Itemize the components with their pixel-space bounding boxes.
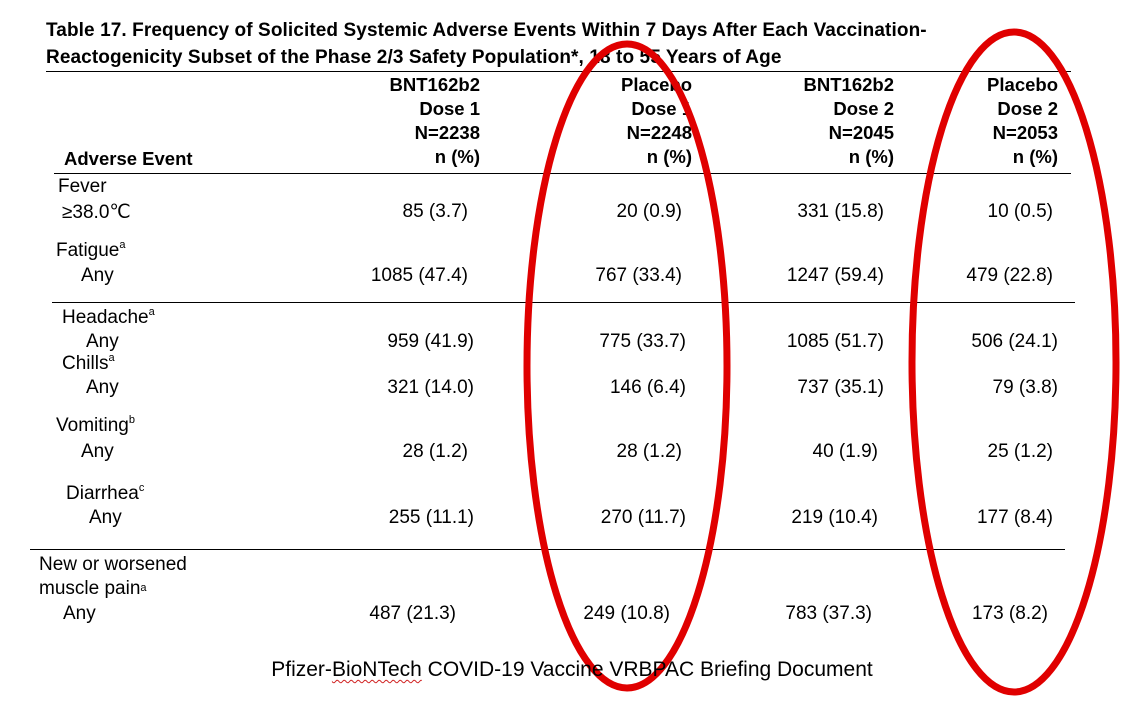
event-name-chills: Chillsa — [62, 352, 115, 374]
header-col-bnt-dose1: BNT162b2 Dose 1 N=2238 n (%) — [390, 73, 480, 169]
col-unit: n (%) — [646, 146, 692, 167]
event-name-fever: Fever — [58, 176, 107, 197]
event-name-line1: New or worsened — [39, 554, 187, 575]
cell-vomiting-col2: 28 (1.2) — [616, 441, 682, 462]
event-sub-fever: ≥38.0℃ — [62, 202, 131, 223]
cell-headache-col1: 959 (41.9) — [387, 331, 474, 352]
document-caption: Pfizer-BioNTech COVID-19 Vaccine VRBPAC … — [271, 658, 873, 681]
cell-fatigue-col4: 479 (22.8) — [966, 265, 1053, 286]
event-name-headache: Headachea — [62, 306, 155, 328]
col-unit: n (%) — [1012, 146, 1058, 167]
header-adverse-event: Adverse Event — [64, 148, 193, 169]
cell-fever-col1: 85 (3.7) — [402, 201, 468, 222]
col-n: N=2045 — [828, 122, 894, 143]
cell-headache-col4: 506 (24.1) — [971, 331, 1058, 352]
cell-headache-col3: 1085 (51.7) — [786, 331, 884, 352]
col-dose: Dose 1 — [631, 98, 692, 119]
cell-chills-col4: 79 (3.8) — [992, 377, 1058, 398]
cell-muscle-col1: 487 (21.3) — [369, 603, 456, 624]
col-name: BNT162b2 — [803, 74, 894, 95]
header-col-placebo-dose2: Placebo Dose 2 N=2053 n (%) — [987, 73, 1058, 169]
highlight-oval-placebo-dose2 — [908, 28, 1120, 696]
cell-diarrhea-col4: 177 (8.4) — [976, 507, 1053, 528]
cell-fatigue-col2: 767 (33.4) — [595, 265, 682, 286]
col-n: N=2248 — [626, 122, 692, 143]
cell-vomiting-col1: 28 (1.2) — [402, 441, 468, 462]
cell-muscle-col2: 249 (10.8) — [583, 603, 670, 624]
cell-chills-col3: 737 (35.1) — [797, 377, 884, 398]
cell-fever-col2: 20 (0.9) — [616, 201, 682, 222]
event-name-muscle-pain: New or worsened muscle paina — [39, 553, 187, 601]
col-name: Placebo — [987, 74, 1058, 95]
col-dose: Dose 1 — [419, 98, 480, 119]
header-col-bnt-dose2: BNT162b2 Dose 2 N=2045 n (%) — [804, 73, 894, 169]
table-title-line1: Table 17. Frequency of Solicited Systemi… — [46, 20, 927, 41]
cell-diarrhea-col1: 255 (11.1) — [388, 507, 474, 528]
cell-muscle-col4: 173 (8.2) — [971, 603, 1048, 624]
event-sub-diarrhea: Any — [89, 507, 122, 528]
cell-fever-col4: 10 (0.5) — [987, 201, 1053, 222]
header-top-rule — [46, 71, 1071, 72]
cell-headache-col2: 775 (33.7) — [599, 331, 686, 352]
cell-vomiting-col4: 25 (1.2) — [987, 441, 1053, 462]
cell-fatigue-col3: 1247 (59.4) — [786, 265, 884, 286]
event-sub-headache: Any — [86, 331, 119, 352]
col-n: N=2053 — [992, 122, 1058, 143]
event-sub-muscle-pain: Any — [63, 603, 96, 624]
event-sub-fatigue: Any — [81, 265, 114, 286]
col-name: BNT162b2 — [389, 74, 480, 95]
cell-fatigue-col1: 1085 (47.4) — [370, 265, 468, 286]
highlight-oval-placebo-dose1 — [523, 40, 731, 692]
cell-chills-col2: 146 (6.4) — [609, 377, 686, 398]
cell-diarrhea-col3: 219 (10.4) — [791, 507, 878, 528]
event-name-line2: muscle paina — [39, 578, 147, 599]
event-sub-chills: Any — [86, 377, 119, 398]
cell-diarrhea-col2: 270 (11.7) — [600, 507, 686, 528]
cell-muscle-col3: 783 (37.3) — [785, 603, 872, 624]
event-sub-vomiting: Any — [81, 441, 114, 462]
col-unit: n (%) — [848, 146, 894, 167]
section-rule — [52, 302, 1075, 303]
cell-fever-col3: 331 (15.8) — [797, 201, 884, 222]
event-name-diarrhea: Diarrheac — [66, 482, 145, 504]
col-dose: Dose 2 — [833, 98, 894, 119]
event-name-fatigue: Fatiguea — [56, 239, 126, 261]
cell-vomiting-col3: 40 (1.9) — [812, 441, 878, 462]
cell-chills-col1: 321 (14.0) — [387, 377, 474, 398]
header-bottom-rule — [54, 173, 1071, 174]
col-dose: Dose 2 — [997, 98, 1058, 119]
col-unit: n (%) — [434, 146, 480, 167]
event-name-vomiting: Vomitingb — [56, 414, 135, 436]
col-n: N=2238 — [414, 122, 480, 143]
